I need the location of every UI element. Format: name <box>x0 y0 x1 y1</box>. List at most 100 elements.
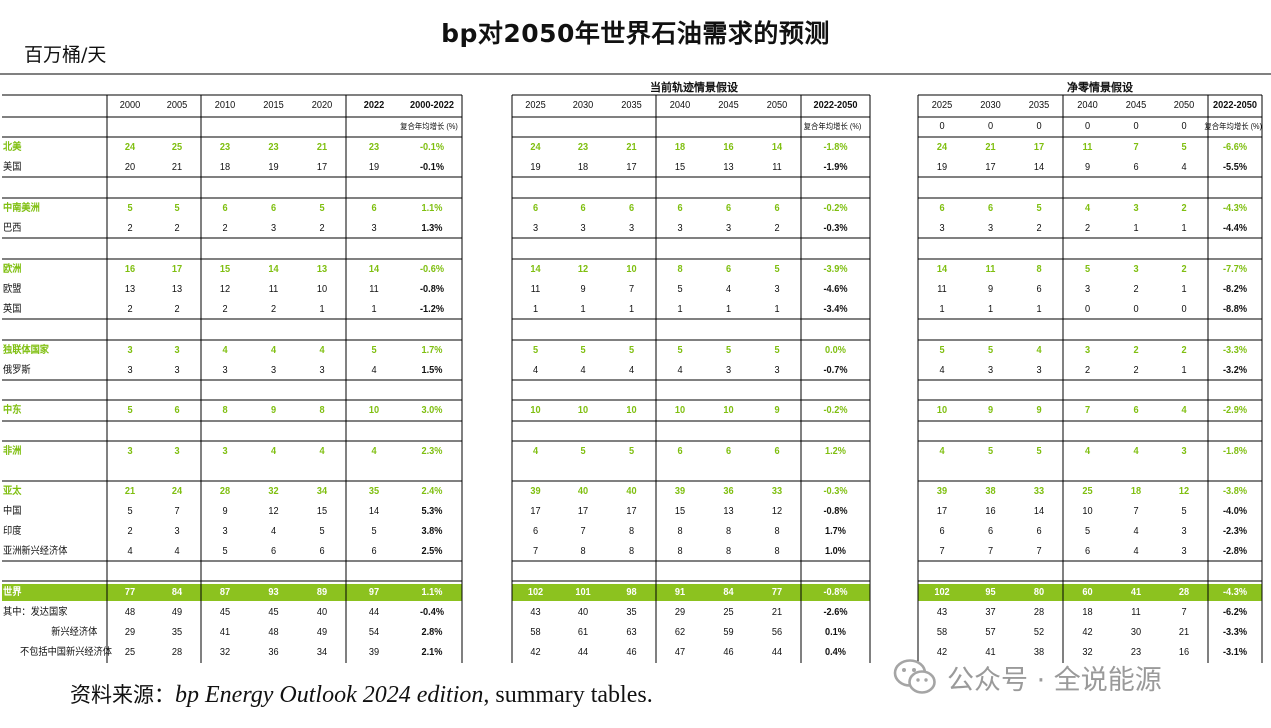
demand-value: 5 <box>1036 203 1042 214</box>
demand-value: 28 <box>219 486 231 497</box>
demand-value: 4 <box>127 546 133 557</box>
watermark-text: 公众号 · 全说能源 <box>947 664 1162 696</box>
demand-value: 0 <box>1084 304 1091 315</box>
nz-base-value: 0 <box>1036 121 1042 132</box>
demand-value: 4 <box>222 345 228 356</box>
cagr-value: -0.3% <box>823 223 848 234</box>
demand-value: 60 <box>1082 587 1093 598</box>
demand-value: 18 <box>577 162 589 173</box>
cagr-value: 1.7% <box>421 345 443 356</box>
demand-value: 1 <box>939 304 945 315</box>
demand-value: 2 <box>127 526 133 537</box>
source-prefix: 资料来源： <box>70 683 175 707</box>
demand-value: 10 <box>316 284 328 295</box>
demand-value: 32 <box>268 486 279 497</box>
column-header: 2050 <box>766 100 788 111</box>
demand-value: 1 <box>1133 223 1139 234</box>
cagr-value: 2.4% <box>421 486 443 497</box>
demand-value: 4 <box>270 345 277 356</box>
cagr-value: 5.3% <box>421 506 443 517</box>
demand-value: 1 <box>580 304 586 315</box>
demand-value: 3 <box>174 345 180 356</box>
demand-value: 3 <box>270 365 277 376</box>
demand-value: 1 <box>774 304 780 315</box>
demand-value: 4 <box>628 365 635 376</box>
demand-value: 33 <box>771 486 783 497</box>
demand-value: 35 <box>171 627 183 638</box>
demand-value: 61 <box>577 627 589 638</box>
demand-value: 6 <box>677 446 683 457</box>
cagr-value: 2.5% <box>421 546 443 557</box>
demand-value: 6 <box>222 203 228 214</box>
demand-value: 9 <box>580 284 586 295</box>
demand-value: 5 <box>774 345 780 356</box>
demand-value: 13 <box>316 264 328 275</box>
demand-value: 41 <box>985 647 996 658</box>
demand-value: 16 <box>1178 647 1190 658</box>
demand-value: 11 <box>772 162 782 173</box>
cagr-value: -3.9% <box>823 264 848 275</box>
demand-value: 21 <box>985 142 996 153</box>
demand-value: 9 <box>270 405 277 416</box>
cagr-value: -1.2% <box>419 304 445 315</box>
row-label: 世界 <box>3 587 22 598</box>
cagr-value: -1.9% <box>823 162 848 173</box>
demand-value: 6 <box>939 526 945 537</box>
demand-value: 5 <box>127 506 133 517</box>
demand-value: 45 <box>219 607 231 618</box>
demand-value: 4 <box>270 446 277 457</box>
demand-value: 3 <box>1181 446 1187 457</box>
cagr-value: 1.2% <box>825 446 846 457</box>
demand-value: 9 <box>1036 405 1042 416</box>
demand-value: 6 <box>580 203 586 214</box>
demand-value: 7 <box>532 546 539 557</box>
cagr-value: -3.1% <box>1222 647 1248 658</box>
column-header: 2045 <box>718 100 739 111</box>
demand-value: 4 <box>1181 162 1187 173</box>
cagr-value: 0.4% <box>825 647 846 658</box>
demand-value: 5 <box>127 405 133 416</box>
demand-value: 2 <box>222 304 228 315</box>
demand-value: 46 <box>723 647 734 658</box>
demand-value: 2 <box>1084 365 1091 376</box>
demand-value: 33 <box>1033 486 1045 497</box>
column-header: 2005 <box>166 100 188 111</box>
demand-value: 17 <box>985 162 996 173</box>
demand-value: 11 <box>369 284 379 295</box>
cagr-value: -3.8% <box>1222 486 1248 497</box>
demand-value: 5 <box>319 203 325 214</box>
demand-value: 2 <box>127 223 133 234</box>
demand-value: 5 <box>1181 142 1187 153</box>
demand-value: 23 <box>268 142 279 153</box>
demand-value: 3 <box>1133 264 1139 275</box>
demand-value: 3 <box>774 365 780 376</box>
demand-value: 2 <box>127 304 133 315</box>
row-label: 亚太 <box>3 486 22 497</box>
demand-value: 6 <box>774 446 780 457</box>
demand-value: 15 <box>219 264 231 275</box>
demand-value: 34 <box>316 647 328 658</box>
demand-value: 5 <box>580 446 586 457</box>
demand-value: 6 <box>725 203 732 214</box>
demand-value: 15 <box>674 162 686 173</box>
demand-value: 58 <box>530 627 541 638</box>
cagr-value: 2.1% <box>421 647 443 658</box>
demand-value: 37 <box>985 607 996 618</box>
demand-value: 2 <box>270 304 277 315</box>
demand-value: 21 <box>626 142 637 153</box>
column-header: 2010 <box>214 100 236 111</box>
demand-value: 77 <box>771 587 783 598</box>
cagr-value: -0.1% <box>419 162 445 173</box>
nz-base-value: 0 <box>987 121 994 132</box>
nz-base-value: 0 <box>939 121 945 132</box>
column-header: 2022-2050 <box>1212 100 1257 111</box>
demand-value: 7 <box>1133 506 1139 517</box>
cagr-value: -0.2% <box>823 203 848 214</box>
demand-value: 23 <box>577 142 589 153</box>
demand-value: 10 <box>530 405 541 416</box>
cagr-value: -4.3% <box>1222 203 1248 214</box>
demand-value: 8 <box>774 546 780 557</box>
demand-value: 4 <box>371 365 377 376</box>
demand-value: 5 <box>127 203 133 214</box>
